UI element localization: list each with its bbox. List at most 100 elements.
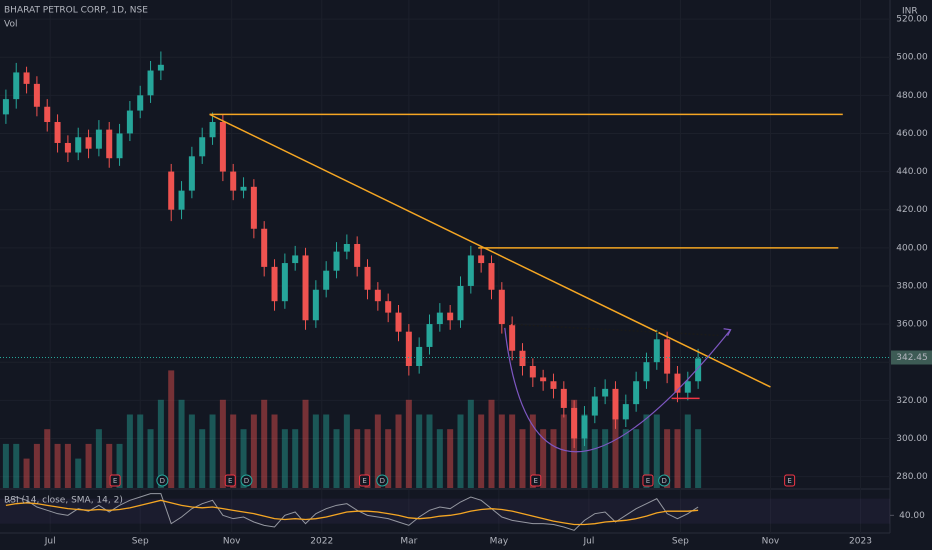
volume-bar [230,414,237,488]
candle-body [219,122,226,172]
candle-body [374,289,381,302]
volume-bar [312,414,319,488]
volume-bar [188,414,195,488]
volume-bar [467,399,474,488]
volume-bar [684,414,691,488]
x-tick-label: Sep [132,537,149,547]
dividend-marker [658,474,671,487]
volume-bar [374,414,381,488]
volume-bar [498,414,505,488]
candle-body [364,266,371,290]
volume-bar [271,414,278,488]
earnings-marker [530,474,542,487]
candle-body [560,388,567,408]
candle-body [457,285,464,321]
candle-body [478,255,485,264]
volume-bar [85,443,92,488]
candle-body [137,95,144,111]
candle-body [323,270,330,290]
candle-body [250,186,257,229]
x-tick-label: Mar [400,537,417,547]
volume-bar [457,414,464,488]
candle-body [674,373,681,393]
candle-body [261,228,268,267]
volume-bar [540,429,547,488]
event-label: E [646,477,650,485]
earnings-marker [359,474,371,487]
candle-body [75,137,82,153]
volume-bar [199,429,206,488]
x-tick-label: Sep [672,537,689,547]
earnings-marker [784,474,796,487]
candle-body [178,190,185,210]
candle-body [168,171,175,210]
event-label: D [160,477,165,485]
volume-bar [323,414,330,488]
volume-bar [509,414,516,488]
candle-body [147,70,154,96]
event-label: D [661,477,666,485]
candle-body [643,362,650,382]
last-price-label: 342.45 [896,353,928,363]
volume-bar [302,399,309,488]
volume-bar [126,414,133,488]
volume-bar [416,414,423,488]
drawings [0,113,890,453]
volume-bar [343,414,350,488]
volume-bar [488,399,495,488]
volume-bar [292,429,299,488]
event-label: E [362,477,366,485]
volume-bar [529,414,536,488]
volume-bar [560,414,567,488]
volume-bar [240,429,247,488]
candle-body [95,129,102,149]
earnings-marker [109,474,121,487]
candle-body [622,404,629,420]
volume-bar [426,414,433,488]
volume-bar [333,429,340,488]
rsi-band [0,498,890,524]
candle-body [157,64,164,71]
event-label: E [113,477,117,485]
rsi-line [5,499,699,526]
candle-body [571,407,578,439]
candle-body [612,388,619,420]
candle-body [653,339,660,363]
candle-body [2,99,9,115]
volume-bar [395,414,402,488]
candle-body [447,312,454,321]
candle-body [416,346,423,366]
volume-bar [478,414,485,488]
candle-body [240,186,247,191]
dividend-marker [240,474,253,487]
earnings-marker [224,474,236,487]
last-price-tag [891,350,932,365]
candle-body [550,381,557,389]
candle-body [33,83,40,107]
earnings-marker [642,474,654,487]
candle-body [633,381,640,405]
volume-bar [157,399,164,488]
volume-bar [116,443,123,488]
candle-body [488,263,495,290]
y-tick-label: 420.00 [896,205,928,215]
y-tick-label: 400.00 [896,243,928,253]
candle-body [302,255,309,321]
candle-body [312,289,319,321]
volume-bar [219,399,226,488]
candle-body [385,301,392,313]
candle-body [230,171,237,191]
dividend-marker [376,474,389,487]
candle-body [684,381,691,393]
candle-body [188,156,195,191]
volume-bar [54,443,61,488]
event-label: E [228,477,232,485]
dividend-marker [156,474,169,487]
volume-bar [664,429,671,488]
candle-body [395,312,402,332]
x-tick-label: Jul [44,537,56,547]
candle-body [64,142,71,153]
event-label: E [534,477,538,485]
